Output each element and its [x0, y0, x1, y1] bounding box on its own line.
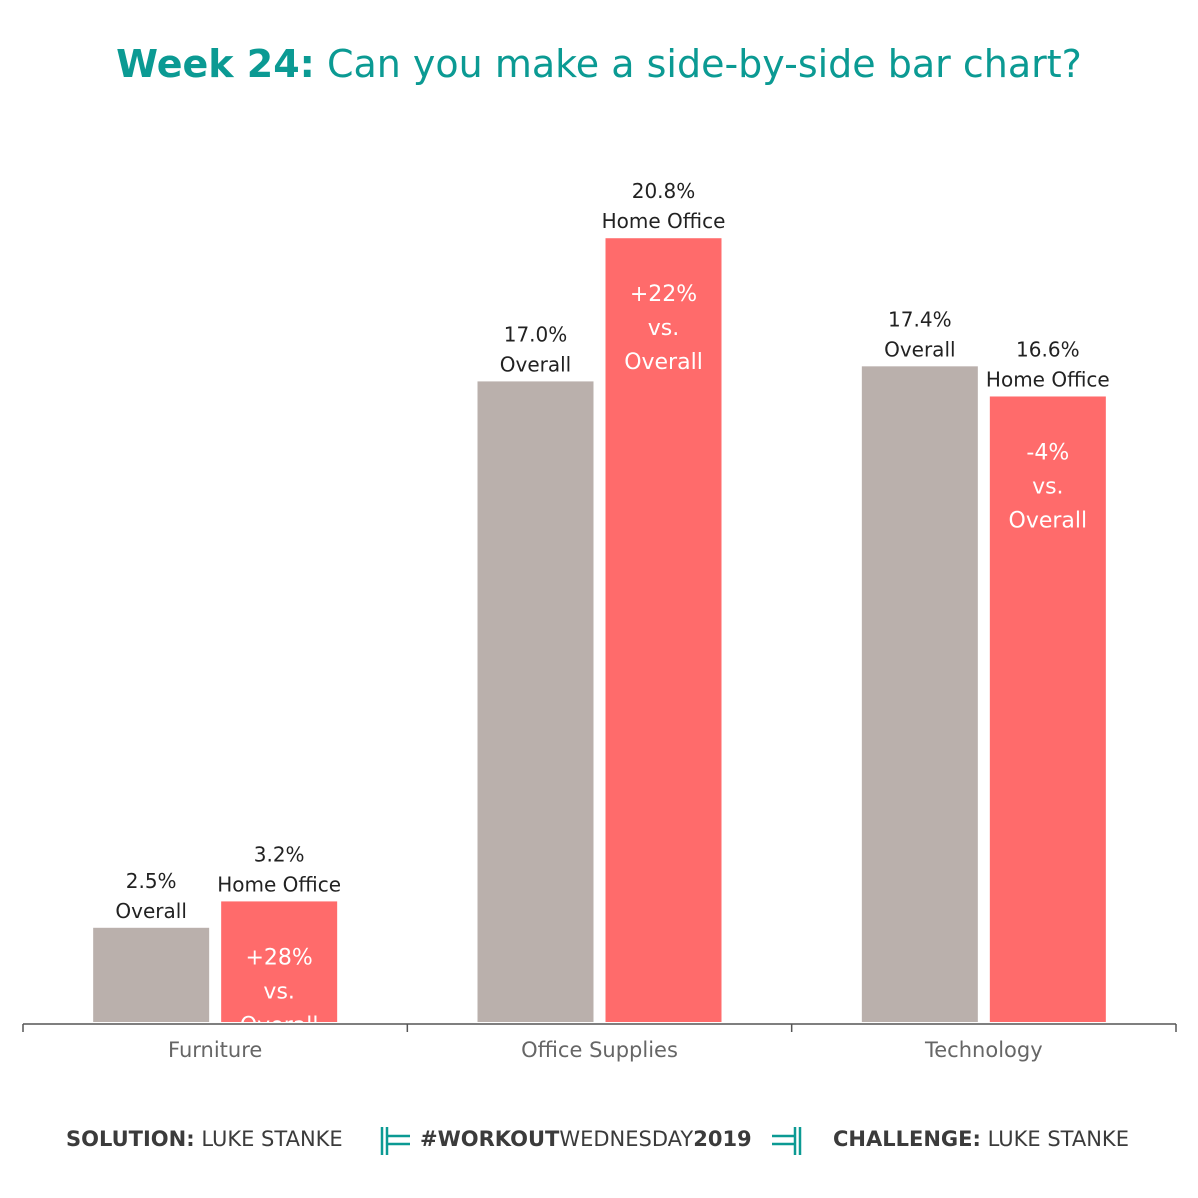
hashtag-thin: WEDNESDAY [559, 1127, 694, 1151]
bar-overall [861, 366, 978, 1022]
data-label-overall-series: Overall [115, 899, 186, 923]
data-label-home-office-series: Home Office [602, 209, 726, 233]
comparison-label: +22% [630, 282, 697, 307]
title-week: Week 24: [116, 42, 315, 86]
data-label-home-office-value: 20.8% [632, 179, 696, 203]
solution-name: LUKE STANKE [201, 1127, 343, 1151]
data-label-overall-series: Overall [884, 337, 955, 361]
bracket-right-icon [772, 1127, 802, 1155]
solution-label: SOLUTION: [66, 1127, 195, 1151]
footer-challenge: CHALLENGE: LUKE STANKE [833, 1127, 1129, 1151]
footer: SOLUTION: LUKE STANKE #WORKOUTWEDNESDAY2… [0, 1127, 1198, 1157]
bar-home-office [221, 901, 338, 1022]
hashtag-year: 2019 [693, 1127, 752, 1151]
data-label-home-office-value: 3.2% [254, 842, 305, 866]
comparison-label: Overall [624, 350, 703, 375]
comparison-label: vs. [263, 979, 294, 1004]
comparison-label: Overall [240, 1013, 319, 1038]
data-label-overall-series: Overall [500, 352, 571, 376]
data-label-home-office-series: Home Office [217, 872, 341, 896]
bar-overall [477, 381, 594, 1023]
title-question: Can you make a side-by-side bar chart? [326, 42, 1082, 86]
bar-overall [93, 927, 210, 1022]
challenge-label: CHALLENGE: [833, 1127, 981, 1151]
x-tick-label: Furniture [168, 1038, 262, 1062]
challenge-name: LUKE STANKE [987, 1127, 1129, 1151]
footer-solution: SOLUTION: LUKE STANKE [66, 1127, 343, 1151]
bar-home-office [989, 396, 1106, 1022]
comparison-label: +28% [245, 945, 312, 970]
footer-hashtag: #WORKOUTWEDNESDAY2019 [420, 1127, 752, 1151]
comparison-label: vs. [1032, 474, 1063, 499]
data-label-home-office-value: 16.6% [1016, 337, 1080, 361]
comparison-label: vs. [648, 316, 679, 341]
comparison-label: -4% [1026, 440, 1069, 465]
data-label-overall-value: 2.5% [126, 869, 177, 893]
x-tick-label: Office Supplies [521, 1038, 678, 1062]
bar-home-office [605, 238, 722, 1022]
hashtag-bold: #WORKOUT [420, 1127, 560, 1151]
data-label-overall-value: 17.0% [504, 322, 568, 346]
data-label-home-office-series: Home Office [986, 367, 1110, 391]
bracket-left-icon [380, 1127, 410, 1155]
bar-chart: 2.5% Overall 3.2% Home Office +28% vs. Overall… [22, 179, 1177, 1062]
comparison-label: Overall [1009, 508, 1088, 533]
chart-title: Week 24: Can you make a side-by-side bar… [0, 42, 1198, 86]
data-label-overall-value: 17.4% [888, 307, 952, 331]
x-tick-label: Technology [924, 1038, 1043, 1062]
